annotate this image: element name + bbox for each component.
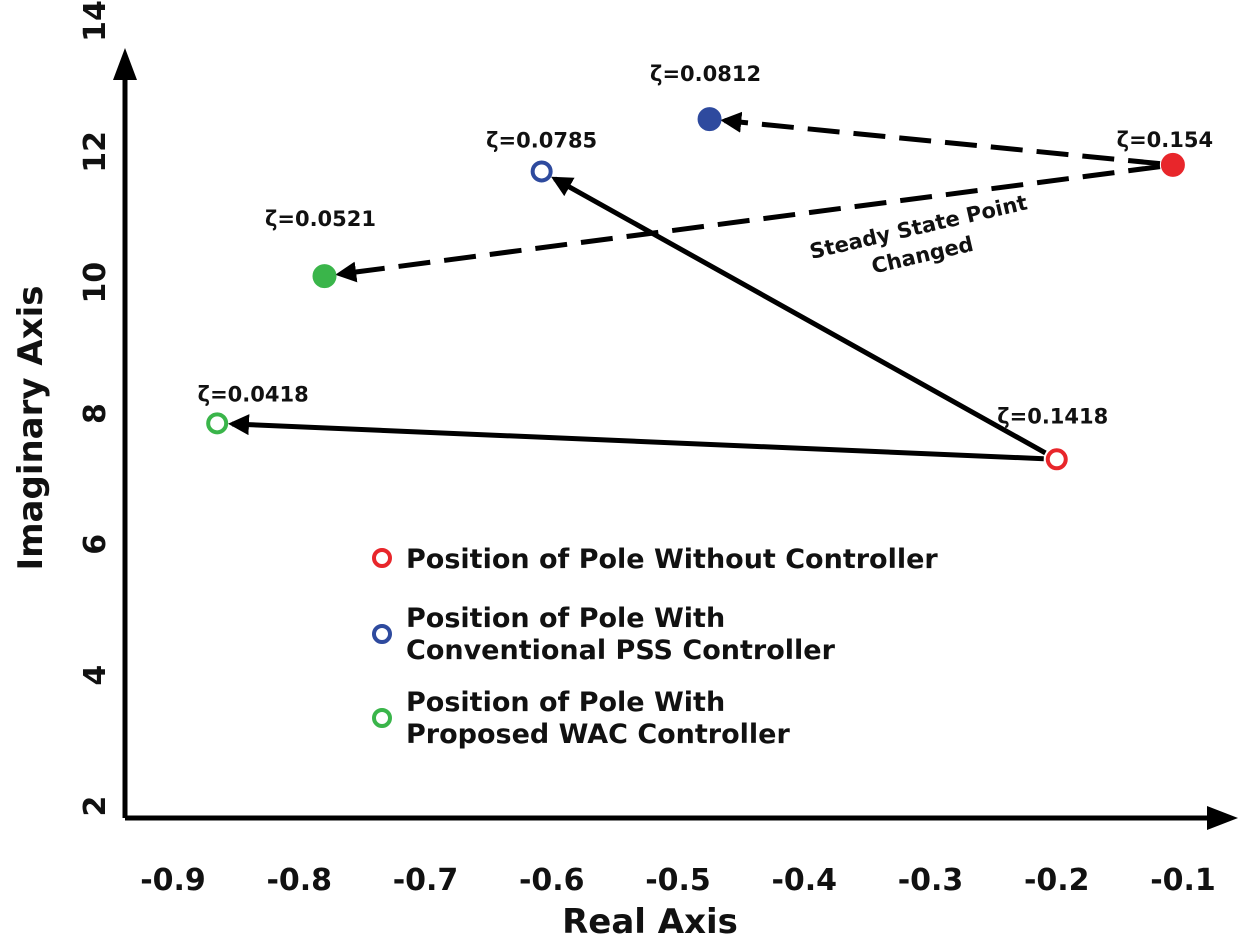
x-tick-label: -0.5 bbox=[645, 863, 711, 898]
legend-text-line-2: Proposed WAC Controller bbox=[406, 719, 790, 750]
x-tick-label: -0.7 bbox=[393, 863, 459, 898]
legend-text-line-1: Position of Pole With bbox=[406, 687, 725, 718]
pole-marker bbox=[1045, 448, 1068, 471]
zeta-label: ζ=0.154 bbox=[1117, 128, 1213, 152]
solid-shift-arrow bbox=[227, 414, 1044, 462]
legend-text-line-2: Conventional PSS Controller bbox=[406, 635, 836, 666]
pole-marker bbox=[206, 412, 229, 435]
legend-text-line-1: Position of Pole Without Controller bbox=[406, 544, 938, 575]
y-tick-labels: 2 4 6 8 10 12 14 bbox=[78, 0, 113, 816]
legend-marker bbox=[372, 548, 392, 568]
y-tick-label: 6 bbox=[78, 534, 113, 555]
x-tick-labels: -0.9 -0.8 -0.7 -0.6 -0.5 -0.4 -0.3 -0.2 -0.1 bbox=[140, 863, 1216, 898]
pole-marker bbox=[697, 107, 722, 132]
x-tick-label: -0.1 bbox=[1150, 863, 1216, 898]
x-tick-label: -0.6 bbox=[519, 863, 585, 898]
x-tick-label: -0.2 bbox=[1024, 863, 1090, 898]
pole-shift-arrows bbox=[227, 111, 1161, 462]
x-tick-label: -0.8 bbox=[266, 863, 332, 898]
y-tick-label: 14 bbox=[78, 0, 113, 42]
zeta-label: ζ=0.0521 bbox=[265, 207, 376, 231]
zeta-label: ζ=0.1418 bbox=[997, 404, 1108, 428]
damping-ratio-labels: ζ=0.1418 ζ=0.154 ζ=0.0785 ζ=0.0812 ζ=0.0418 ζ… bbox=[198, 62, 1213, 428]
zeta-label: ζ=0.0812 bbox=[650, 62, 761, 86]
dashed-shift-arrow bbox=[720, 111, 1161, 167]
x-axis-title: Real Axis bbox=[562, 902, 738, 942]
pole-marker bbox=[530, 160, 553, 183]
x-tick-label: -0.4 bbox=[771, 863, 837, 898]
solid-shift-arrow bbox=[551, 176, 1047, 456]
pole-marker bbox=[1160, 152, 1185, 177]
zeta-label: ζ=0.0418 bbox=[198, 382, 309, 406]
pole-markers bbox=[206, 107, 1185, 471]
y-tick-label: 4 bbox=[78, 665, 113, 686]
legend-text-line-1: Position of Pole With bbox=[406, 603, 725, 634]
y-axis-title: Imaginary Axis bbox=[11, 285, 51, 570]
y-tick-label: 2 bbox=[78, 796, 113, 817]
x-tick-label: -0.9 bbox=[140, 863, 206, 898]
pole-marker bbox=[312, 264, 337, 289]
legend-marker bbox=[372, 708, 392, 728]
legend-marker bbox=[372, 624, 392, 644]
dashed-shift-arrow bbox=[335, 164, 1161, 283]
y-tick-label: 10 bbox=[78, 262, 113, 304]
y-tick-label: 12 bbox=[78, 131, 113, 173]
zeta-label: ζ=0.0785 bbox=[486, 128, 597, 152]
x-tick-label: -0.3 bbox=[898, 863, 964, 898]
y-tick-label: 8 bbox=[78, 403, 113, 424]
y-axis-arrowhead bbox=[113, 48, 137, 80]
x-axis-arrowhead bbox=[1207, 806, 1238, 830]
legend: Position of Pole Without Controller Posit… bbox=[372, 544, 938, 750]
